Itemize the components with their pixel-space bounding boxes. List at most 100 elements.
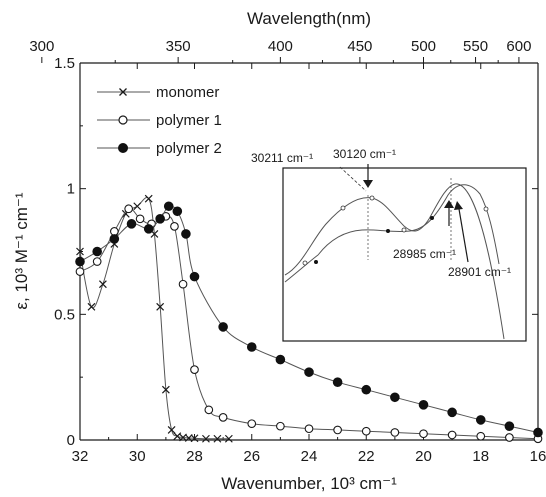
data-point-polymer-1 [447, 430, 457, 440]
x2-tick-label: 300 [29, 38, 54, 55]
legend-label-monomer: monomer [156, 84, 219, 101]
series-layer [75, 194, 543, 444]
inset-arrow-head [363, 180, 373, 188]
data-point-polymer-1 [178, 279, 188, 289]
data-point-monomer [213, 434, 222, 443]
data-point-polymer-1 [218, 413, 228, 422]
data-point-polymer-1 [190, 365, 199, 374]
data-point-polymer-1 [92, 257, 102, 266]
data-point-polymer-1 [361, 426, 371, 436]
inset-curve-polymer-1 [284, 183, 505, 340]
legend-label-polymer-1: polymer 1 [156, 112, 222, 129]
inset-arrow [458, 208, 469, 263]
y-tick-label: 1 [67, 181, 75, 198]
data-point-monomer [161, 385, 170, 394]
x-tick-label: 24 [301, 448, 318, 465]
data-point-polymer-2 [92, 246, 102, 257]
data-point-polymer-1 [505, 433, 514, 442]
data-point-polymer-1 [75, 267, 85, 276]
inset-arrow-head [444, 200, 454, 208]
data-point-polymer-2 [109, 234, 120, 244]
inset-arrow-head [454, 201, 463, 210]
legend-label-polymer-2: polymer 2 [156, 140, 222, 157]
inset-marker [340, 205, 346, 211]
inset-marker [369, 195, 375, 201]
x-tick-label: 26 [243, 448, 260, 465]
x-tick-label: 32 [72, 448, 89, 465]
data-point-polymer-2 [75, 256, 85, 267]
y-axis-title: ε, 10³ M⁻¹ cm⁻¹ [12, 192, 31, 309]
y-tick-label: 0 [67, 432, 75, 449]
x-tick-label: 22 [358, 448, 375, 465]
data-point-polymer-2 [172, 206, 183, 217]
data-point-polymer-2 [361, 384, 372, 395]
data-point-monomer [224, 434, 233, 443]
data-point-polymer-1 [204, 405, 214, 415]
x2-tick-label: 400 [268, 38, 293, 55]
x2-tick-label: 350 [166, 38, 191, 55]
data-point-monomer [87, 302, 96, 311]
inset-annotation-28901: 28901 cm⁻¹ [448, 265, 511, 279]
data-point-polymer-1 [333, 425, 342, 435]
x2-tick-label: 450 [347, 38, 372, 55]
data-point-polymer-2 [447, 407, 457, 418]
x2-tick-label: 550 [463, 38, 488, 55]
data-point-polymer-1 [170, 222, 179, 231]
data-point-polymer-2 [163, 201, 174, 212]
inset-marker [430, 216, 434, 220]
data-point-polymer-1 [135, 214, 145, 224]
data-point-polymer-1 [247, 419, 257, 429]
data-point-polymer-1 [390, 428, 400, 437]
inset-annotation-28985: 28985 cm⁻¹ [393, 247, 456, 261]
data-point-polymer-2 [189, 271, 200, 282]
data-point-polymer-2 [126, 219, 137, 229]
x-tick-label: 16 [530, 448, 546, 465]
x2-axis-title: Wavelength(nm) [247, 9, 371, 28]
legend-marker-polymer-1 [118, 115, 128, 125]
inset-panel: 30211 cm⁻¹ 30120 cm⁻¹ 28985 cm⁻¹ 28901 c… [251, 147, 527, 342]
data-point-polymer-1 [124, 204, 134, 214]
data-point-monomer [144, 194, 153, 203]
data-point-polymer-2 [246, 342, 257, 352]
data-point-monomer [202, 434, 210, 443]
y-tick-label: 0.5 [54, 306, 75, 323]
x-tick-label: 18 [472, 448, 489, 465]
data-point-polymer-2 [181, 229, 191, 239]
data-point-monomer [167, 426, 176, 434]
data-point-polymer-2 [143, 224, 154, 234]
x-tick-label: 20 [415, 448, 432, 465]
data-point-monomer [190, 434, 199, 443]
data-point-polymer-2 [275, 354, 286, 365]
data-point-polymer-2 [504, 421, 515, 431]
data-point-polymer-1 [276, 421, 285, 431]
series-line-polymer-2 [79, 205, 539, 433]
data-point-polymer-2 [418, 400, 429, 410]
inset-annotation-30120: 30120 cm⁻¹ [333, 147, 396, 161]
inset-leader-line [339, 166, 367, 192]
data-point-polymer-2 [475, 415, 486, 425]
data-point-polymer-2 [332, 377, 343, 387]
data-point-polymer-2 [218, 322, 228, 332]
data-point-polymer-2 [155, 214, 165, 224]
data-point-monomer [98, 280, 107, 289]
legend-marker-monomer [119, 88, 127, 96]
data-point-monomer [156, 302, 165, 311]
inset-marker [386, 229, 390, 233]
x-tick-label: 30 [129, 448, 146, 465]
data-point-polymer-1 [476, 431, 486, 441]
inset-annotation-30211: 30211 cm⁻¹ [251, 151, 313, 165]
x2-tick-label: 500 [411, 38, 436, 55]
ticks-layer: 32 30 28 26 24 22 20 18 16 300 350 400 450 500 550 600 0… [29, 38, 546, 465]
data-point-polymer-1 [304, 424, 314, 434]
data-point-monomer [133, 202, 142, 211]
inset-frame [282, 167, 527, 342]
inset-marker [401, 227, 407, 233]
inset-marker [483, 206, 489, 212]
y-tick-label: 1.5 [54, 55, 75, 72]
inset-marker [302, 260, 308, 266]
inset-marker [314, 260, 318, 264]
data-point-polymer-2 [390, 392, 400, 403]
data-point-polymer-2 [533, 427, 543, 438]
x-tick-label: 28 [186, 448, 203, 465]
